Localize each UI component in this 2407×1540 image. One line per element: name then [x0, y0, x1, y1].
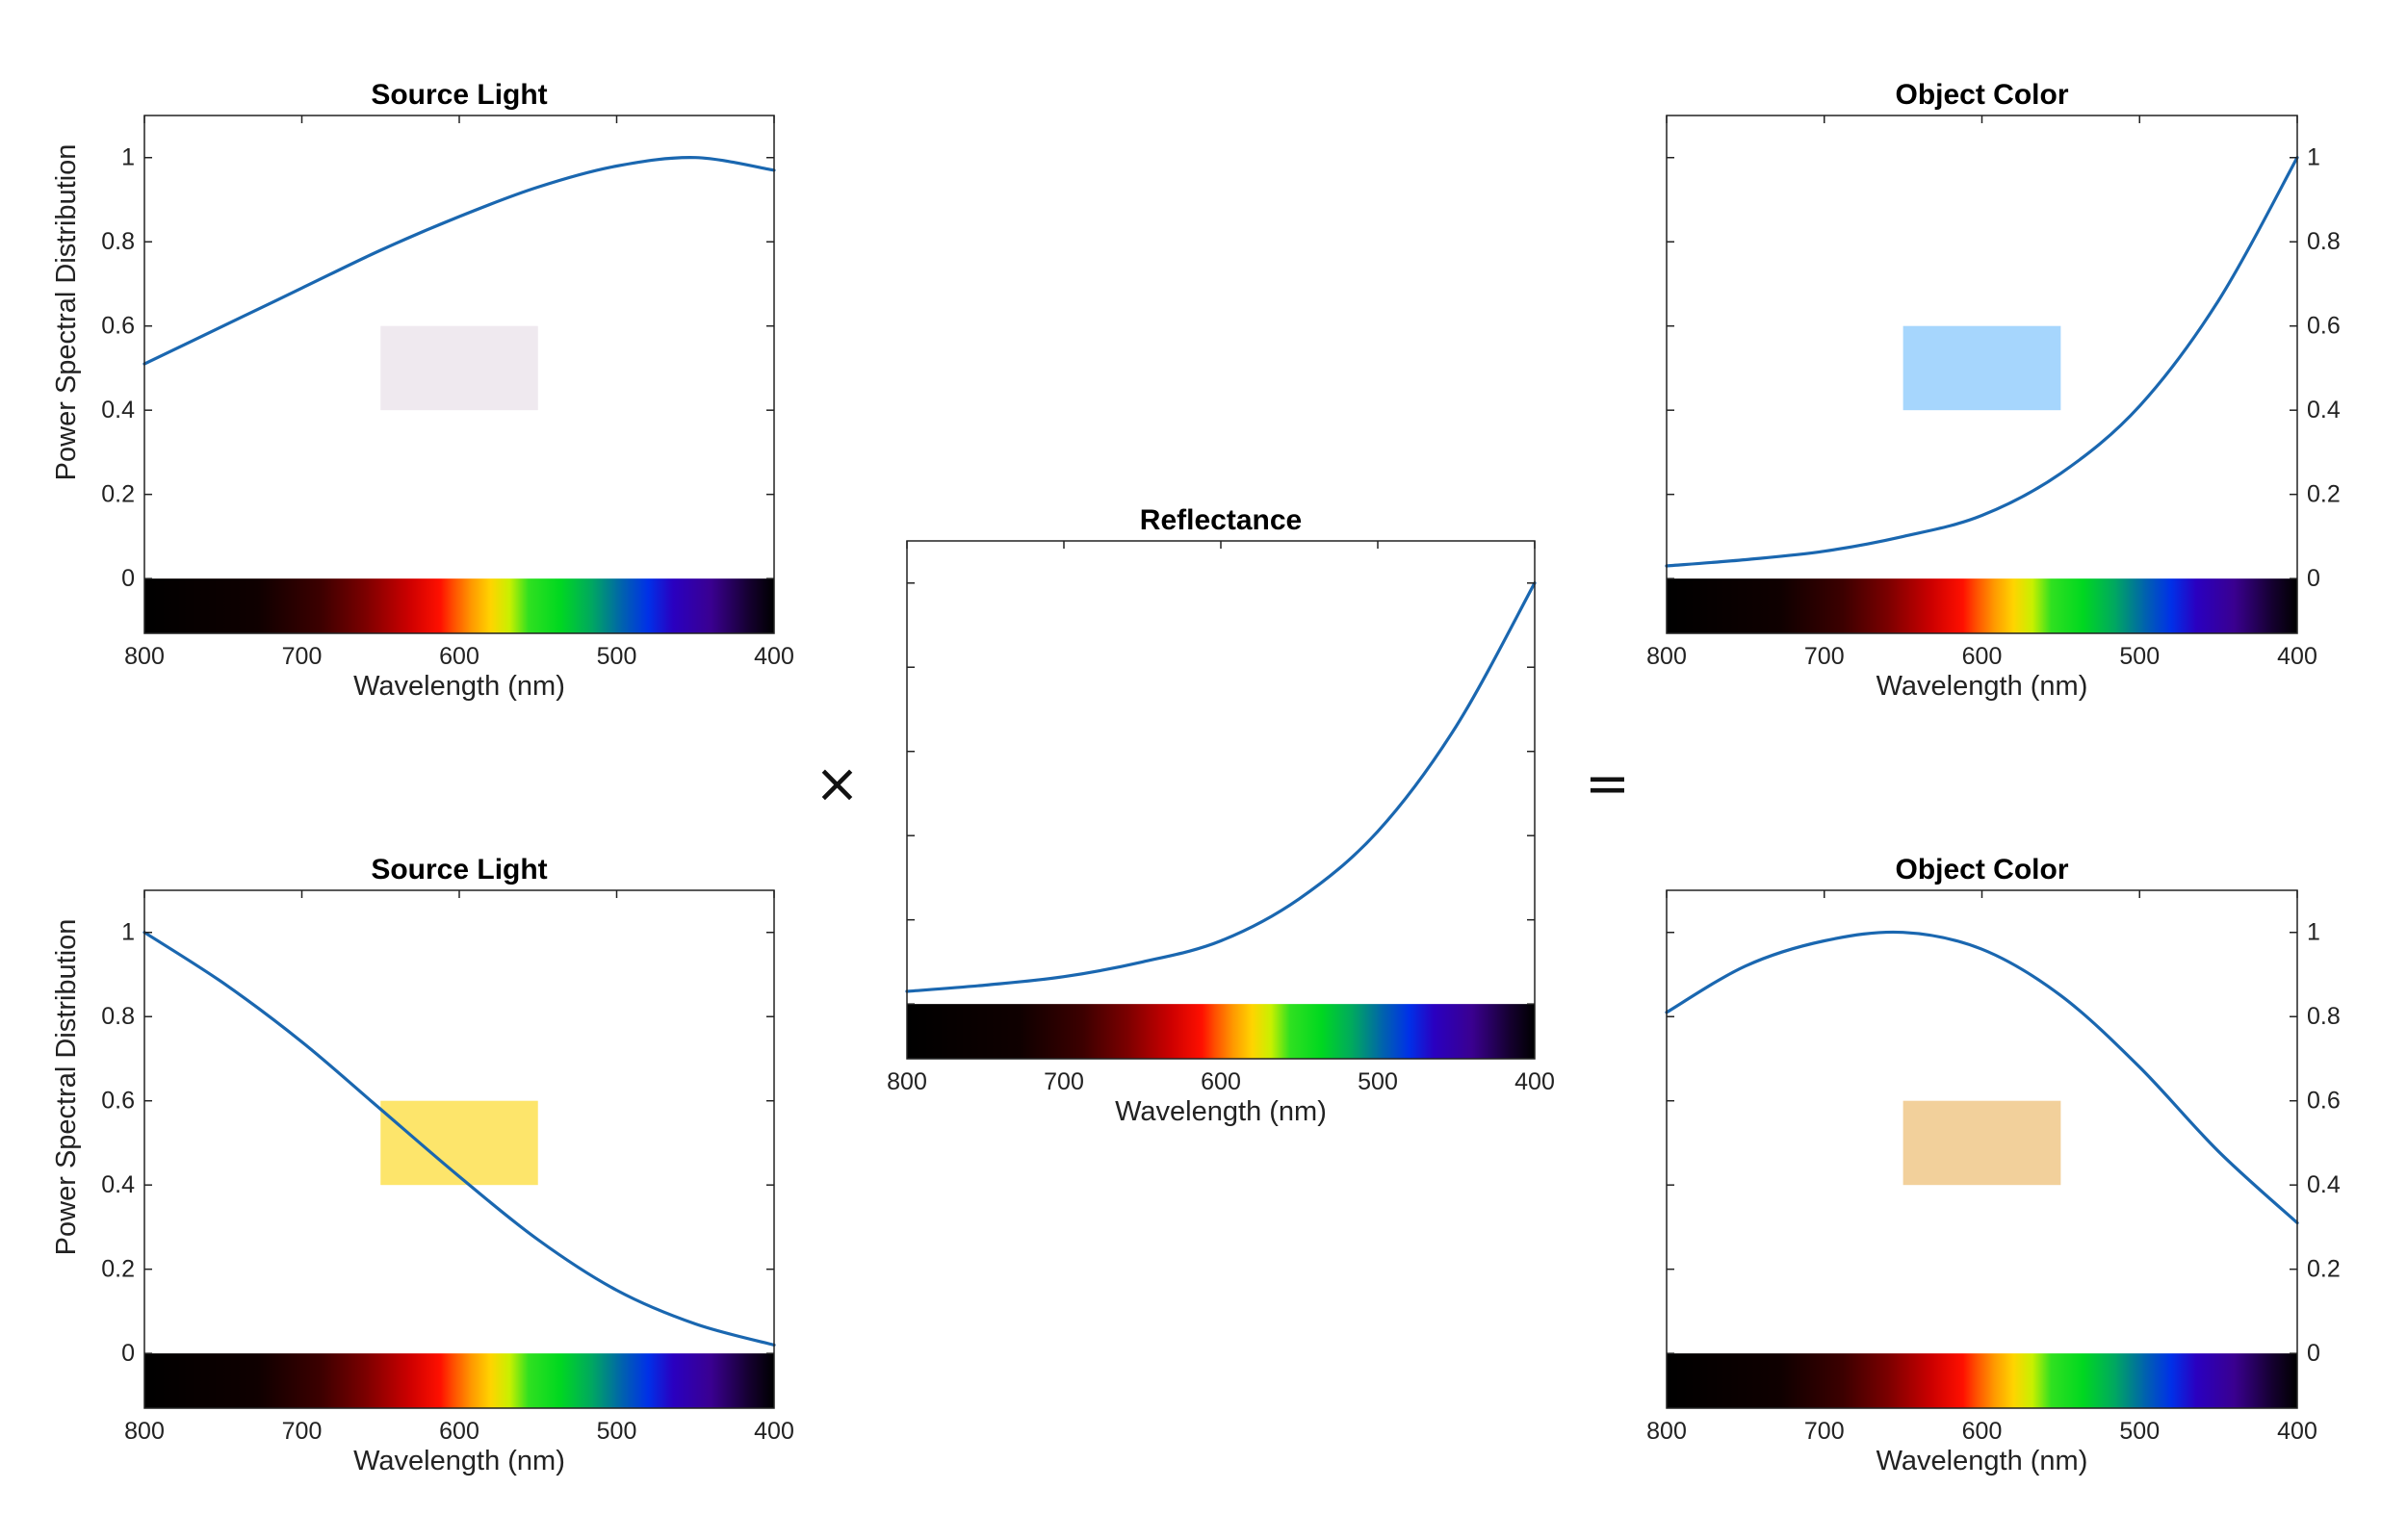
x-tick-label: 700	[1804, 1418, 1845, 1445]
panel-reflectance: 800 700 600 500 400 Wavelength (nm) Reflectanc…	[887, 504, 1555, 1127]
y-tick-label: 0.6	[2307, 313, 2341, 340]
spectrum-band	[144, 578, 774, 633]
color-swatch	[380, 1100, 538, 1186]
chart-title: Source Light	[371, 79, 547, 111]
y-axis-label: Power Spectral Distribution	[51, 144, 82, 481]
x-tick-label: 800	[124, 1418, 165, 1445]
y-tick-label: 0.4	[101, 1171, 135, 1198]
x-tick-label: 400	[2277, 1418, 2317, 1445]
x-tick-label: 800	[887, 1068, 927, 1095]
x-tick-label: 800	[124, 643, 165, 670]
x-tick-label: 400	[1514, 1068, 1555, 1095]
x-tick-label: 600	[439, 1418, 479, 1445]
series-line	[142, 931, 776, 1347]
y-tick-label: 1	[121, 144, 135, 171]
times-operator: ×	[815, 753, 860, 815]
y-tick-label: 0	[121, 1340, 135, 1367]
y-tick-label: 0.2	[101, 481, 135, 508]
y-tick-label: 0.4	[2307, 1171, 2341, 1198]
equals-operator: =	[1585, 753, 1630, 815]
x-tick-label: 700	[282, 1418, 323, 1445]
chart-title: Reflectance	[1140, 504, 1302, 536]
x-tick-label: 500	[2119, 643, 2160, 670]
y-tick-label: 0.4	[2307, 397, 2341, 424]
x-tick-label: 400	[754, 1418, 794, 1445]
y-tick-label: 0.6	[101, 1088, 135, 1115]
plot-frame	[906, 540, 1536, 1060]
y-tick-label: 0.6	[101, 313, 135, 340]
x-axis-label: Wavelength (nm)	[1876, 1446, 2088, 1476]
series-line	[1665, 930, 2299, 1225]
x-tick-label: 500	[597, 1418, 637, 1445]
series-line	[142, 156, 776, 366]
y-tick-label: 0.6	[2307, 1088, 2341, 1115]
x-tick-label: 500	[597, 643, 637, 670]
x-tick-label: 600	[439, 643, 479, 670]
x-axis-label: Wavelength (nm)	[353, 1446, 565, 1476]
x-tick-label: 700	[1804, 643, 1845, 670]
color-swatch	[1902, 1100, 2061, 1186]
color-swatch	[380, 325, 538, 411]
y-tick-label: 0	[2307, 1340, 2320, 1367]
color-swatch	[1902, 325, 2061, 411]
spectrum-band	[1667, 578, 2297, 633]
y-tick-label: 0.8	[101, 228, 135, 255]
x-tick-label: 500	[2119, 1418, 2160, 1445]
y-tick-label: 0	[2307, 565, 2320, 592]
y-tick-label: 0.2	[101, 1256, 135, 1283]
x-tick-label: 400	[2277, 643, 2317, 670]
y-tick-label: 0.4	[101, 397, 135, 424]
panel-object-bottom: 0 0.2 0.4 0.6 0.8 1 800 700 600 500 400 Wavelength …	[1646, 854, 2341, 1476]
x-tick-label: 800	[1646, 1418, 1687, 1445]
y-tick-label: 0.2	[2307, 1256, 2341, 1283]
series-line	[1665, 156, 2299, 568]
x-axis-label: Wavelength (nm)	[1876, 671, 2088, 702]
chart-title: Source Light	[371, 854, 547, 886]
x-tick-label: 600	[1201, 1068, 1241, 1095]
y-tick-label: 1	[2307, 144, 2320, 171]
y-tick-label: 0.8	[2307, 228, 2341, 255]
x-tick-label: 700	[1044, 1068, 1084, 1095]
y-tick-label: 0.2	[2307, 481, 2341, 508]
y-axis-label: Power Spectral Distribution	[51, 919, 82, 1256]
series-line	[905, 581, 1537, 993]
chart-title: Object Color	[1895, 79, 2068, 111]
spectrum-band	[907, 1004, 1535, 1059]
x-tick-label: 500	[1358, 1068, 1398, 1095]
y-tick-label: 0	[121, 565, 135, 592]
y-tick-label: 0.8	[101, 1003, 135, 1030]
panel-source-top: 0 0.2 0.4 0.6 0.8 1 800 700 600 500 400 Wavelength …	[51, 79, 794, 702]
spectrum-band	[144, 1353, 774, 1408]
y-tick-label: 0.8	[2307, 1003, 2341, 1030]
y-tick-label: 1	[2307, 919, 2320, 946]
spectrum-band	[1667, 1353, 2297, 1408]
x-tick-label: 700	[282, 643, 323, 670]
x-tick-label: 600	[1962, 643, 2003, 670]
chart-title: Object Color	[1895, 854, 2068, 886]
panel-object-top: 0 0.2 0.4 0.6 0.8 1 800 700 600 500 400 Wavelength …	[1646, 79, 2341, 702]
panel-source-bottom: 0 0.2 0.4 0.6 0.8 1 800 700 600 500 400 Wavelength …	[51, 854, 794, 1476]
x-tick-label: 600	[1962, 1418, 2003, 1445]
x-tick-label: 400	[754, 643, 794, 670]
x-tick-label: 800	[1646, 643, 1687, 670]
x-axis-label: Wavelength (nm)	[1115, 1096, 1327, 1127]
x-axis-label: Wavelength (nm)	[353, 671, 565, 702]
y-tick-label: 1	[121, 919, 135, 946]
